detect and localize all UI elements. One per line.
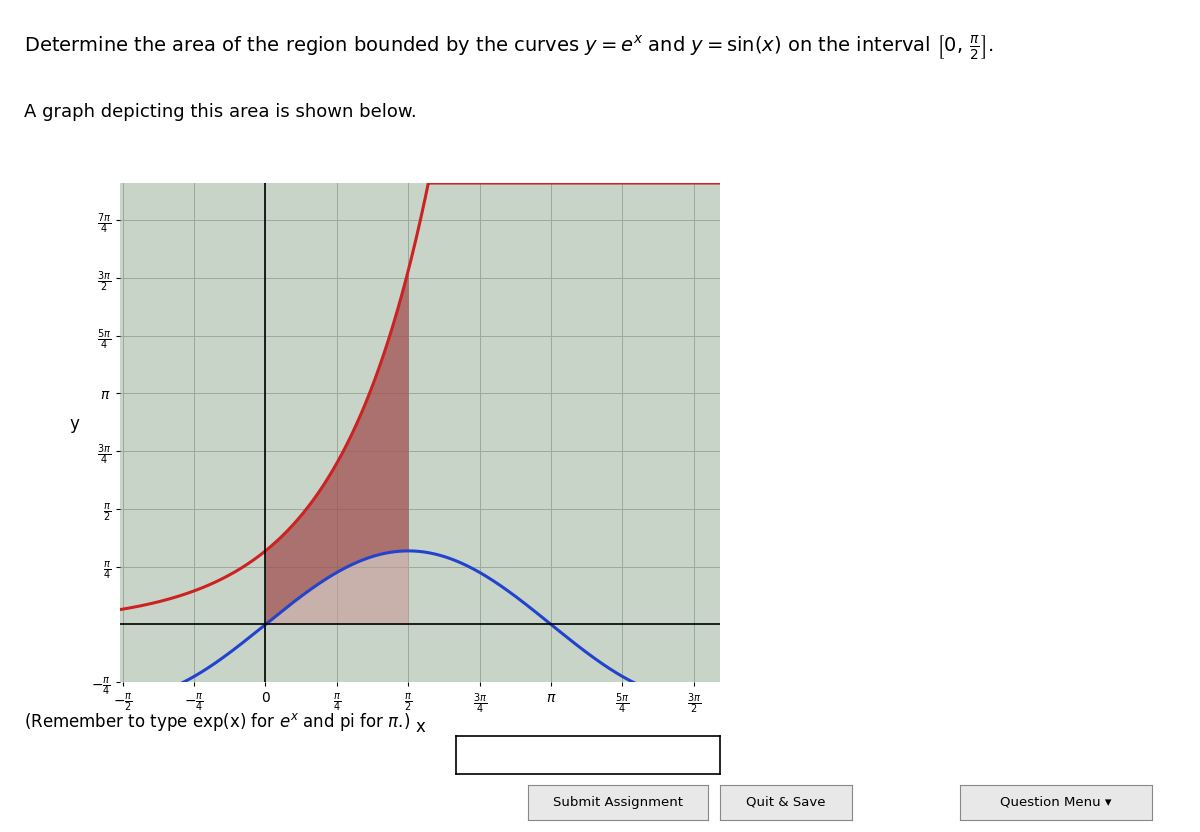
Text: Determine the area of the region bounded by the curves $y = e^x$ and $y = \sin(x: Determine the area of the region bounded… [24,33,994,62]
X-axis label: x: x [415,718,425,736]
Y-axis label: y: y [70,414,79,433]
Text: Question Menu ▾: Question Menu ▾ [1001,795,1111,809]
Text: A graph depicting this area is shown below.: A graph depicting this area is shown bel… [24,103,416,121]
Text: Submit Assignment: Submit Assignment [553,795,683,809]
Text: Quit & Save: Quit & Save [746,795,826,809]
Text: (Remember to type exp(x) for $e^x$ and pi for $\pi$.): (Remember to type exp(x) for $e^x$ and p… [24,711,410,733]
